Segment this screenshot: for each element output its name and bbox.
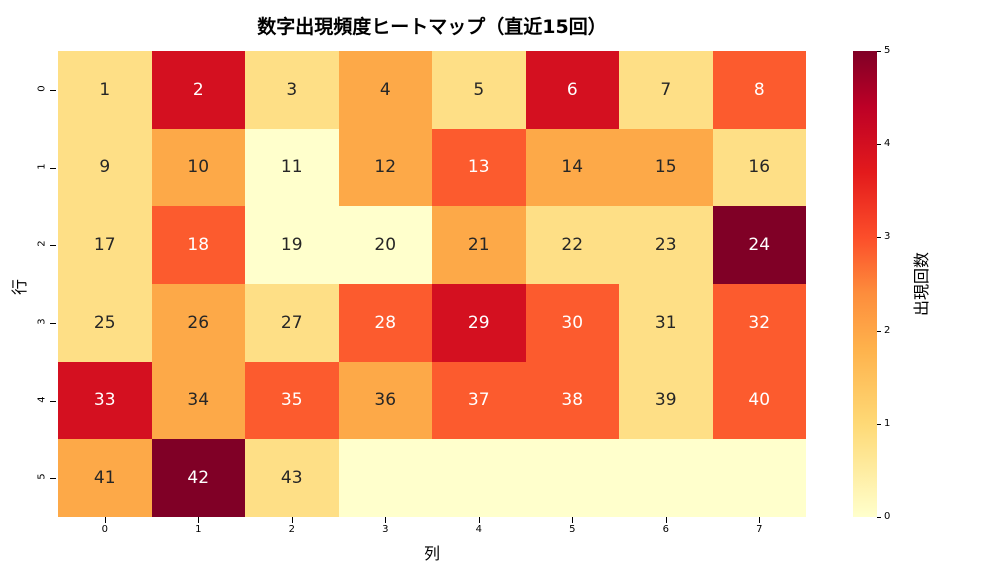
x-tick-label: 6 <box>662 524 669 535</box>
heatmap-cell: 35 <box>245 361 339 440</box>
heatmap-cell <box>338 439 432 517</box>
y-tick-label: 1 <box>36 162 48 170</box>
colorbar-tick <box>877 51 881 52</box>
heatmap-cell: 11 <box>245 128 339 207</box>
heatmap-cell: 30 <box>525 283 619 362</box>
colorbar-label: 出現回数 <box>912 251 932 317</box>
heatmap-cell: 36 <box>338 361 432 440</box>
colorbar-tick <box>877 144 881 146</box>
x-tick <box>104 517 106 523</box>
y-tick <box>50 89 56 91</box>
heatmap-cell: 12 <box>338 128 432 207</box>
y-tick <box>50 167 56 169</box>
colorbar <box>853 51 877 517</box>
heatmap-cell: 17 <box>58 206 152 284</box>
x-tick <box>572 517 574 523</box>
heatmap-cell: 40 <box>712 361 806 440</box>
y-tick <box>50 400 56 402</box>
colorbar-tick <box>877 330 881 332</box>
colorbar-tick-label: 3 <box>884 231 891 243</box>
colorbar-tick <box>877 423 881 425</box>
y-tick <box>50 322 56 324</box>
heatmap-cell: 3 <box>245 51 339 129</box>
heatmap-cell <box>432 439 526 517</box>
heatmap-cell <box>712 439 806 517</box>
x-tick <box>478 517 480 523</box>
x-tick-label: 7 <box>756 524 763 535</box>
y-tick <box>50 478 56 480</box>
heatmap-cell: 14 <box>525 128 619 207</box>
heatmap-cell: 42 <box>151 439 245 517</box>
heatmap-cell: 33 <box>58 361 152 440</box>
y-tick-label: 4 <box>36 395 48 403</box>
x-tick-label: 5 <box>569 524 576 535</box>
heatmap-cell: 20 <box>338 206 432 284</box>
heatmap-cell: 38 <box>525 361 619 440</box>
heatmap-cell: 23 <box>619 206 713 284</box>
y-tick <box>50 245 56 247</box>
x-tick-label: 1 <box>195 524 202 535</box>
heatmap-cell: 2 <box>151 51 245 129</box>
heatmap-cell <box>525 439 619 517</box>
y-axis-label: 行 <box>10 278 30 296</box>
heatmap-cell: 9 <box>58 128 152 207</box>
heatmap-cell: 19 <box>245 206 339 284</box>
heatmap-cell: 18 <box>151 206 245 284</box>
colorbar-tick-label: 1 <box>884 417 891 429</box>
heatmap-cell: 29 <box>432 283 526 362</box>
x-tick-label: 0 <box>101 524 108 535</box>
heatmap-cell: 41 <box>58 439 152 517</box>
heatmap-cell: 32 <box>712 283 806 362</box>
heatmap-cell: 25 <box>58 283 152 362</box>
x-tick-label: 3 <box>382 524 389 535</box>
x-axis-label: 列 <box>423 544 440 563</box>
heatmap-cell: 7 <box>619 51 713 129</box>
heatmap-cell: 21 <box>432 206 526 284</box>
heatmap-cell: 13 <box>432 128 526 207</box>
heatmap-cell: 34 <box>151 361 245 440</box>
x-tick-label: 2 <box>288 524 295 535</box>
y-tick-label: 0 <box>36 85 48 92</box>
heatmap-cell: 37 <box>432 361 526 440</box>
heatmap-cell: 6 <box>525 51 619 129</box>
heatmap-cell: 1 <box>58 51 152 129</box>
heatmap-cell: 43 <box>245 439 339 517</box>
heatmap-cell: 24 <box>712 206 806 284</box>
y-tick-label: 2 <box>36 240 48 247</box>
colorbar-tick-label: 4 <box>884 138 891 150</box>
x-tick <box>385 517 387 523</box>
colorbar-tick <box>877 237 881 239</box>
heatmap-cell: 26 <box>151 283 245 362</box>
chart-title: 数字出現頻度ヒートマップ（直近15回） <box>257 16 607 38</box>
heatmap-cell: 39 <box>619 361 713 440</box>
heatmap-cell <box>619 439 713 517</box>
heatmap-cell: 10 <box>151 128 245 207</box>
colorbar-tick-label: 0 <box>884 511 891 522</box>
heatmap-cell: 5 <box>432 51 526 129</box>
heatmap-cell: 22 <box>525 206 619 284</box>
x-tick <box>759 517 761 523</box>
colorbar-tick <box>877 517 881 518</box>
y-tick-label: 5 <box>36 473 48 480</box>
heatmap-cell: 16 <box>712 128 806 207</box>
x-tick-label: 4 <box>475 524 482 535</box>
x-tick <box>291 517 293 523</box>
heatmap-plot-area: 1 2 3 4 5 6 7 8 9 10 11 12 13 14 15 16 17 18 19 20 21 22 23 24 2… <box>58 51 806 517</box>
x-tick <box>665 517 667 523</box>
x-tick <box>198 517 200 523</box>
heatmap-cell: 28 <box>338 283 432 362</box>
heatmap-cell: 31 <box>619 283 713 362</box>
colorbar-tick-label: 2 <box>884 324 891 336</box>
heatmap-cell: 15 <box>619 128 713 207</box>
colorbar-tick-label: 5 <box>884 45 891 56</box>
y-tick-label: 3 <box>36 318 48 325</box>
heatmap-cell: 8 <box>712 51 806 129</box>
heatmap-cell: 4 <box>338 51 432 129</box>
heatmap-cell: 27 <box>245 283 339 362</box>
